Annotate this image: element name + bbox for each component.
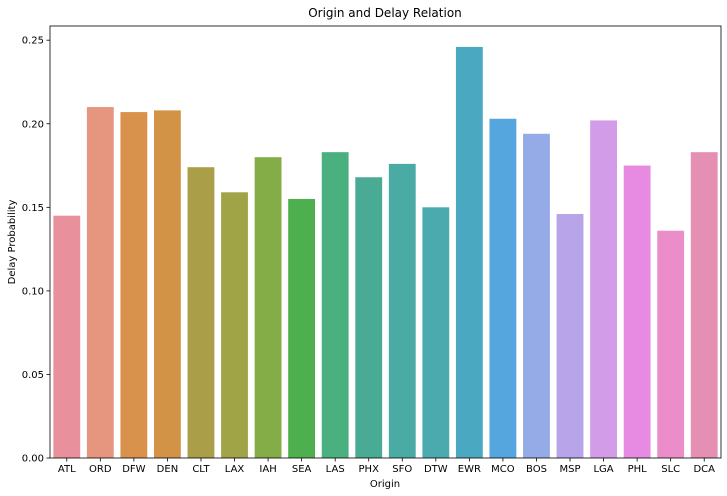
bar-atl: [53, 215, 81, 458]
x-tick-label-bos: BOS: [526, 464, 547, 475]
x-tick-label-clt: CLT: [192, 464, 210, 475]
bar-ewr: [455, 46, 483, 458]
chart-title: Origin and Delay Relation: [308, 6, 462, 20]
x-tick-label-slc: SLC: [661, 464, 680, 475]
plot-frame: [49, 25, 722, 459]
x-tick-label-sea: SEA: [292, 464, 312, 475]
x-tick-label-phx: PHX: [359, 464, 380, 475]
y-axis: 0.00 0.05 0.10 0.15 0.20 0.25: [22, 36, 50, 465]
x-tick-label-dfw: DFW: [122, 464, 145, 475]
x-tick-label-lga: LGA: [593, 464, 613, 475]
x-tick-label-atl: ATL: [58, 464, 76, 475]
bar-den: [154, 110, 181, 458]
x-tick-label-dtw: DTW: [424, 464, 448, 475]
bar-las: [321, 152, 349, 459]
x-tick-label-dca: DCA: [693, 464, 715, 475]
bar-phx: [355, 177, 383, 459]
y-tick-label-0.05: 0.05: [22, 370, 44, 381]
x-tick-label-msp: MSP: [560, 464, 581, 475]
x-tick-label-sfo: SFO: [392, 464, 412, 475]
y-tick-label-0.20: 0.20: [22, 119, 44, 130]
y-tick-label-0.10: 0.10: [22, 286, 44, 297]
bars-group: [53, 46, 718, 459]
bar-bos: [523, 133, 550, 459]
x-tick-label-phl: PHL: [628, 464, 648, 475]
y-tick-label-0.15: 0.15: [22, 203, 44, 214]
y-axis-label: Delay Probability: [7, 200, 18, 285]
bar-sea: [288, 198, 316, 458]
x-tick-label-mco: MCO: [491, 464, 515, 475]
bar-lga: [590, 120, 617, 459]
bar-lax: [221, 192, 248, 458]
bar-iah: [254, 157, 282, 458]
y-tick-label-0.25: 0.25: [22, 36, 44, 47]
bar-sfo: [388, 163, 416, 458]
x-tick-label-den: DEN: [157, 464, 179, 475]
bar-clt: [187, 167, 215, 458]
bar-slc: [657, 230, 685, 458]
bar-ord: [86, 107, 114, 459]
x-tick-label-ord: ORD: [89, 464, 112, 475]
bar-dtw: [422, 207, 450, 458]
bar-msp: [556, 214, 584, 458]
x-tick-label-las: LAS: [326, 464, 345, 475]
x-tick-label-ewr: EWR: [458, 464, 481, 475]
x-axis: ATL ORD DFW DEN CLT LAX IAH SEA LAS PHX SFO DTW EWR M…: [58, 458, 715, 475]
x-axis-label: Origin: [370, 479, 400, 490]
bar-phl: [623, 165, 651, 459]
bar-dca: [690, 152, 718, 459]
x-tick-label-iah: IAH: [259, 464, 276, 475]
y-tick-label-0.00: 0.00: [22, 454, 44, 465]
x-tick-label-lax: LAX: [225, 464, 245, 475]
bar-dfw: [120, 112, 148, 458]
bar-mco: [489, 118, 517, 458]
